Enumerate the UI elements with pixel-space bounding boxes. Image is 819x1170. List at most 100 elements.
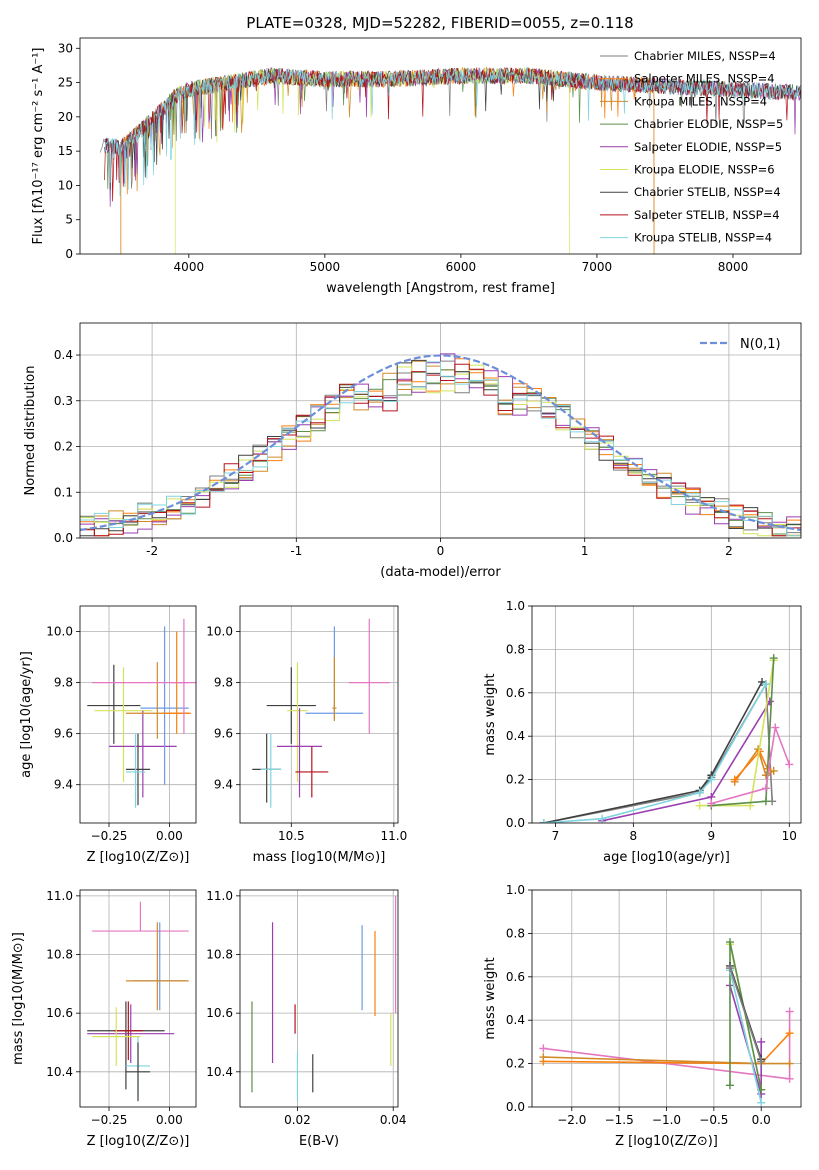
axes-frame bbox=[531, 605, 802, 824]
legend-entry: Kroupa MILES, NSSP=4 bbox=[634, 94, 767, 108]
y-tick-label: 0.2 bbox=[54, 440, 73, 454]
y-tick-label: 9.8 bbox=[214, 676, 233, 690]
mass-weight-line bbox=[729, 967, 762, 1062]
mass-weight-marker bbox=[757, 1037, 766, 1046]
x-tick-label: −0.5 bbox=[699, 1113, 728, 1127]
mass-weight-marker bbox=[769, 766, 778, 775]
plot-area bbox=[80, 323, 801, 538]
mass-weight-marker bbox=[725, 1081, 734, 1090]
histogram-legend: N(0,1) bbox=[700, 337, 781, 352]
y-tick-label: 0.4 bbox=[54, 348, 73, 362]
mass-weight-marker bbox=[695, 788, 704, 797]
y-tick-label: 0.6 bbox=[506, 970, 525, 984]
axes-frame bbox=[239, 889, 399, 1108]
mass-vs-metallicity-panel: −0.25 0.00 10.4 10.6 10.8 11.0 Z [log10(Z/Z⊙)]… bbox=[11, 889, 197, 1149]
histogram-step-line bbox=[80, 359, 801, 537]
x-tick-label: 0.02 bbox=[284, 1113, 311, 1127]
y-tick-label: 10.8 bbox=[46, 948, 73, 962]
y-tick-label: 0.2 bbox=[506, 773, 525, 787]
y-tick-label: 9.6 bbox=[214, 727, 233, 741]
plot-area bbox=[240, 606, 398, 823]
mass-weight-marker bbox=[771, 723, 780, 732]
histogram-step-line bbox=[80, 363, 801, 537]
plot-area bbox=[532, 890, 801, 1107]
y-tick-label: 0.2 bbox=[506, 1057, 525, 1071]
histogram-step-line bbox=[80, 360, 801, 537]
y-tick-label: 5 bbox=[65, 213, 73, 227]
y-tick-label: 11.0 bbox=[46, 889, 73, 903]
y-tick-label: 0.0 bbox=[54, 531, 73, 545]
y-tick-label: 10.0 bbox=[206, 625, 233, 639]
y-axis-label: mass weight bbox=[483, 673, 498, 755]
mass-weight-line bbox=[711, 724, 791, 805]
mass-weight-marker bbox=[598, 814, 607, 823]
mass-weight-marker bbox=[707, 799, 716, 808]
x-tick-label: 0.00 bbox=[156, 829, 183, 843]
x-tick-label: 9 bbox=[708, 829, 716, 843]
legend-entry: Kroupa ELODIE, NSSP=6 bbox=[634, 163, 775, 177]
histogram-step-line bbox=[80, 369, 801, 535]
mass-weight-marker bbox=[785, 1007, 794, 1016]
y-axis-label: age [log10(age/yr)] bbox=[19, 651, 34, 778]
histogram-step-line bbox=[80, 360, 801, 537]
y-tick-label: 0.4 bbox=[506, 1013, 525, 1027]
axes-frame bbox=[79, 889, 197, 1108]
x-axis-label: Z [log10(Z/Z⊙)] bbox=[87, 850, 190, 865]
x-tick-label: -1 bbox=[290, 544, 302, 558]
mass-weight-marker bbox=[730, 775, 739, 784]
plot-area bbox=[80, 606, 196, 823]
x-tick-label: 0.04 bbox=[380, 1113, 407, 1127]
spectrum-title: PLATE=0328, MJD=52282, FIBERID=0055, z=0… bbox=[246, 14, 633, 32]
y-tick-label: 11.0 bbox=[206, 889, 233, 903]
x-tick-label: 1 bbox=[581, 544, 589, 558]
plot-area bbox=[240, 890, 398, 1107]
y-tick-label: 0.0 bbox=[506, 816, 525, 830]
plot-area bbox=[80, 890, 196, 1107]
mass-weight-marker bbox=[539, 1053, 548, 1062]
x-tick-label: −0.25 bbox=[91, 829, 128, 843]
y-tick-label: 0.6 bbox=[506, 686, 525, 700]
legend-entry: Kroupa STELIB, NSSP=4 bbox=[634, 231, 772, 245]
mass-weight-marker bbox=[725, 964, 734, 973]
x-tick-label: 11.0 bbox=[381, 829, 408, 843]
x-tick-label: −2.0 bbox=[557, 1113, 586, 1127]
axes-frame bbox=[79, 322, 802, 539]
spectrum-legend: Chabrier MILES, NSSP=4 Salpeter MILES, NS… bbox=[600, 49, 783, 245]
mass-weight-line bbox=[543, 683, 767, 823]
x-tick-label: −1.5 bbox=[605, 1113, 634, 1127]
y-axis-label: Flux [fλ10⁻¹⁷ erg cm⁻² s⁻¹ A⁻¹] bbox=[31, 48, 46, 245]
y-tick-label: 10.6 bbox=[46, 1006, 73, 1020]
y-tick-label: 10.4 bbox=[46, 1065, 73, 1079]
histogram-step-line bbox=[80, 358, 801, 537]
y-tick-label: 10.0 bbox=[46, 625, 73, 639]
x-tick-label: 8 bbox=[630, 829, 638, 843]
age-vs-mass-panel: 10.5 11.0 9.4 9.6 9.8 10.0 mass [log10(M/M⊙)] bbox=[206, 605, 408, 865]
spectrum-panel: 4000 5000 6000 7000 8000 0 5 10 15 20 25 30 waveleng… bbox=[31, 37, 802, 296]
y-tick-label: 30 bbox=[58, 41, 73, 55]
axes-frame bbox=[79, 605, 197, 824]
spectrum-series-line bbox=[104, 66, 801, 202]
mass-weight-marker bbox=[725, 938, 734, 947]
mass-weight-marker bbox=[785, 760, 794, 769]
x-tick-label: 7 bbox=[552, 829, 560, 843]
y-tick-label: 9.4 bbox=[214, 778, 233, 792]
mass-weight-line bbox=[729, 970, 762, 1103]
x-tick-label: 5000 bbox=[310, 260, 341, 274]
x-tick-label: 0.0 bbox=[752, 1113, 771, 1127]
y-tick-label: 0.8 bbox=[506, 926, 525, 940]
y-tick-label: 9.8 bbox=[54, 676, 73, 690]
y-tick-label: 10 bbox=[58, 178, 73, 192]
mass-weight-marker bbox=[539, 819, 548, 823]
x-axis-label: mass [log10(M/M⊙)] bbox=[253, 850, 386, 865]
y-tick-label: 25 bbox=[58, 76, 73, 90]
x-tick-label: 0.00 bbox=[156, 1113, 183, 1127]
y-tick-label: 1.0 bbox=[506, 599, 525, 613]
y-tick-label: 0.4 bbox=[506, 729, 525, 743]
mass-weight-vs-age-panel: 7 8 9 10 0.0 0.2 0.4 0.6 0.8 1.0 age [log10(age/yr… bbox=[483, 599, 802, 865]
x-tick-label: 7000 bbox=[582, 260, 613, 274]
mass-weight-marker bbox=[707, 775, 716, 784]
y-tick-label: 15 bbox=[58, 144, 73, 158]
gaussian-curve bbox=[80, 354, 801, 532]
x-axis-label: age [log10(age/yr)] bbox=[603, 850, 730, 865]
mass-weight-marker bbox=[769, 654, 778, 663]
